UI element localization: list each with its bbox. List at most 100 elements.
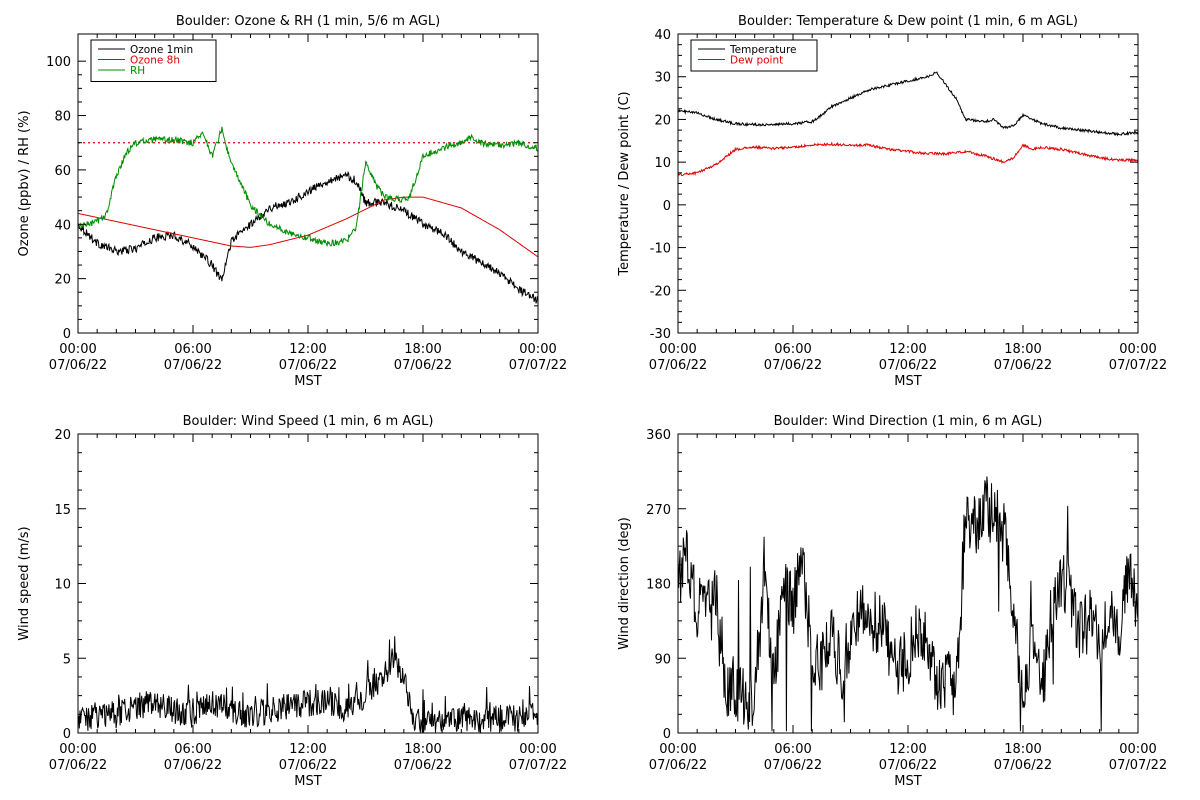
x-tick-time: 12:00 xyxy=(289,742,326,757)
x-tick-date: 07/06/22 xyxy=(49,758,107,773)
x-tick-time: 06:00 xyxy=(174,342,211,357)
x-tick-time: 18:00 xyxy=(1004,742,1041,757)
x-tick-date: 07/06/22 xyxy=(279,358,337,373)
chart-title: Boulder: Temperature & Dew point (1 min,… xyxy=(738,14,1078,29)
x-tick-date: 07/06/22 xyxy=(164,758,222,773)
x-tick-time: 12:00 xyxy=(889,742,926,757)
legend-box xyxy=(690,39,818,72)
y-tick-label: 270 xyxy=(646,503,671,518)
chart-title: Boulder: Ozone & RH (1 min, 5/6 m AGL) xyxy=(176,14,440,29)
y-tick-label: 100 xyxy=(46,55,71,70)
plot-frame xyxy=(677,433,1139,734)
y-tick-label: 40 xyxy=(654,28,671,43)
x-tick-time: 00:00 xyxy=(59,742,96,757)
x-tick-time: 00:00 xyxy=(659,342,696,357)
y-tick-label: 20 xyxy=(54,428,71,443)
y-tick-label: 30 xyxy=(654,71,671,86)
x-tick-time: 00:00 xyxy=(519,742,556,757)
y-tick-label: 10 xyxy=(654,156,671,171)
y-tick-label: 80 xyxy=(54,110,71,125)
x-tick-date: 07/06/22 xyxy=(394,758,452,773)
x-tick-time: 12:00 xyxy=(889,342,926,357)
y-tick-label: -30 xyxy=(650,327,671,342)
chart-title: Boulder: Wind Direction (1 min, 6 m AGL) xyxy=(774,414,1043,429)
plot-frame xyxy=(77,433,539,734)
y-tick-label: 20 xyxy=(54,273,71,288)
legend-box xyxy=(90,39,217,82)
x-tick-time: 18:00 xyxy=(1004,342,1041,357)
x-tick-time: 06:00 xyxy=(174,742,211,757)
x-axis-label: MST xyxy=(294,774,321,789)
y-tick-label: 0 xyxy=(63,327,71,342)
x-tick-date: 07/06/22 xyxy=(764,758,822,773)
x-tick-date: 07/07/22 xyxy=(509,358,567,373)
series-line-1 xyxy=(77,170,539,304)
y-tick-label: 0 xyxy=(663,727,671,742)
series-line-2 xyxy=(677,141,1139,177)
series-line-3 xyxy=(78,126,539,247)
x-tick-time: 00:00 xyxy=(1119,342,1156,357)
y-tick-label: 180 xyxy=(646,578,671,593)
y-tick-label: 40 xyxy=(54,218,71,233)
y-tick-label: 90 xyxy=(654,652,671,667)
legend-label: Temperature xyxy=(729,44,797,56)
legend-label: Ozone 1min xyxy=(130,44,193,56)
x-tick-date: 07/06/22 xyxy=(994,758,1052,773)
x-tick-time: 06:00 xyxy=(774,342,811,357)
series-line-1 xyxy=(677,476,1139,732)
x-tick-date: 07/06/22 xyxy=(764,358,822,373)
series-line-2 xyxy=(77,196,539,258)
x-tick-date: 07/07/22 xyxy=(1109,358,1167,373)
y-tick-label: 10 xyxy=(54,578,71,593)
x-tick-date: 07/06/22 xyxy=(649,358,707,373)
y-axis-label: Wind speed (m/s) xyxy=(17,526,32,640)
series-line-1 xyxy=(77,636,539,733)
series-line-1 xyxy=(677,71,1139,137)
y-axis-label: Temperature / Dew point (C) xyxy=(617,91,632,276)
x-tick-time: 06:00 xyxy=(774,742,811,757)
x-tick-time: 12:00 xyxy=(289,342,326,357)
y-tick-label: 20 xyxy=(654,113,671,128)
x-tick-time: 18:00 xyxy=(404,742,441,757)
chart-panel-3: Boulder: Wind Speed (1 min, 6 m AGL) 0 5 10… xyxy=(17,414,567,789)
x-tick-date: 07/06/22 xyxy=(279,758,337,773)
x-tick-time: 00:00 xyxy=(519,342,556,357)
chart-title: Boulder: Wind Speed (1 min, 6 m AGL) xyxy=(183,414,434,429)
y-tick-label: 5 xyxy=(63,652,71,667)
x-tick-time: 18:00 xyxy=(404,342,441,357)
chart-panel-1: Boulder: Ozone & RH (1 min, 5/6 m AGL) 0 2… xyxy=(17,14,567,389)
y-tick-label: 60 xyxy=(54,164,71,179)
x-tick-time: 00:00 xyxy=(59,342,96,357)
plot-frame xyxy=(677,33,1139,334)
x-tick-date: 07/07/22 xyxy=(509,758,567,773)
x-tick-date: 07/06/22 xyxy=(994,358,1052,373)
y-tick-label: 360 xyxy=(646,428,671,443)
x-axis-label: MST xyxy=(894,374,921,389)
y-tick-label: 0 xyxy=(63,727,71,742)
y-tick-label: -20 xyxy=(650,284,671,299)
chart-panel-4: Boulder: Wind Direction (1 min, 6 m AGL)… xyxy=(617,414,1167,789)
x-tick-date: 07/06/22 xyxy=(164,358,222,373)
y-axis-label: Wind direction (deg) xyxy=(617,517,632,650)
x-tick-date: 07/06/22 xyxy=(879,358,937,373)
x-tick-date: 07/06/22 xyxy=(649,758,707,773)
chart-panel-2: Boulder: Temperature & Dew point (1 min,… xyxy=(617,14,1167,389)
legend-label: Ozone 8h xyxy=(130,55,180,67)
y-axis-label: Ozone (ppbv) / RH (%) xyxy=(17,110,32,256)
x-axis-label: MST xyxy=(894,774,921,789)
x-tick-date: 07/06/22 xyxy=(394,358,452,373)
x-tick-date: 07/06/22 xyxy=(49,358,107,373)
legend-label: RH xyxy=(130,65,145,77)
x-tick-date: 07/06/22 xyxy=(879,758,937,773)
x-tick-time: 00:00 xyxy=(1119,742,1156,757)
x-axis-label: MST xyxy=(294,374,321,389)
legend-label: Dew point xyxy=(730,55,783,67)
y-tick-label: 0 xyxy=(663,199,671,214)
x-tick-time: 00:00 xyxy=(659,742,696,757)
y-tick-label: -10 xyxy=(650,242,671,257)
y-tick-label: 15 xyxy=(54,503,71,518)
x-tick-date: 07/07/22 xyxy=(1109,758,1167,773)
